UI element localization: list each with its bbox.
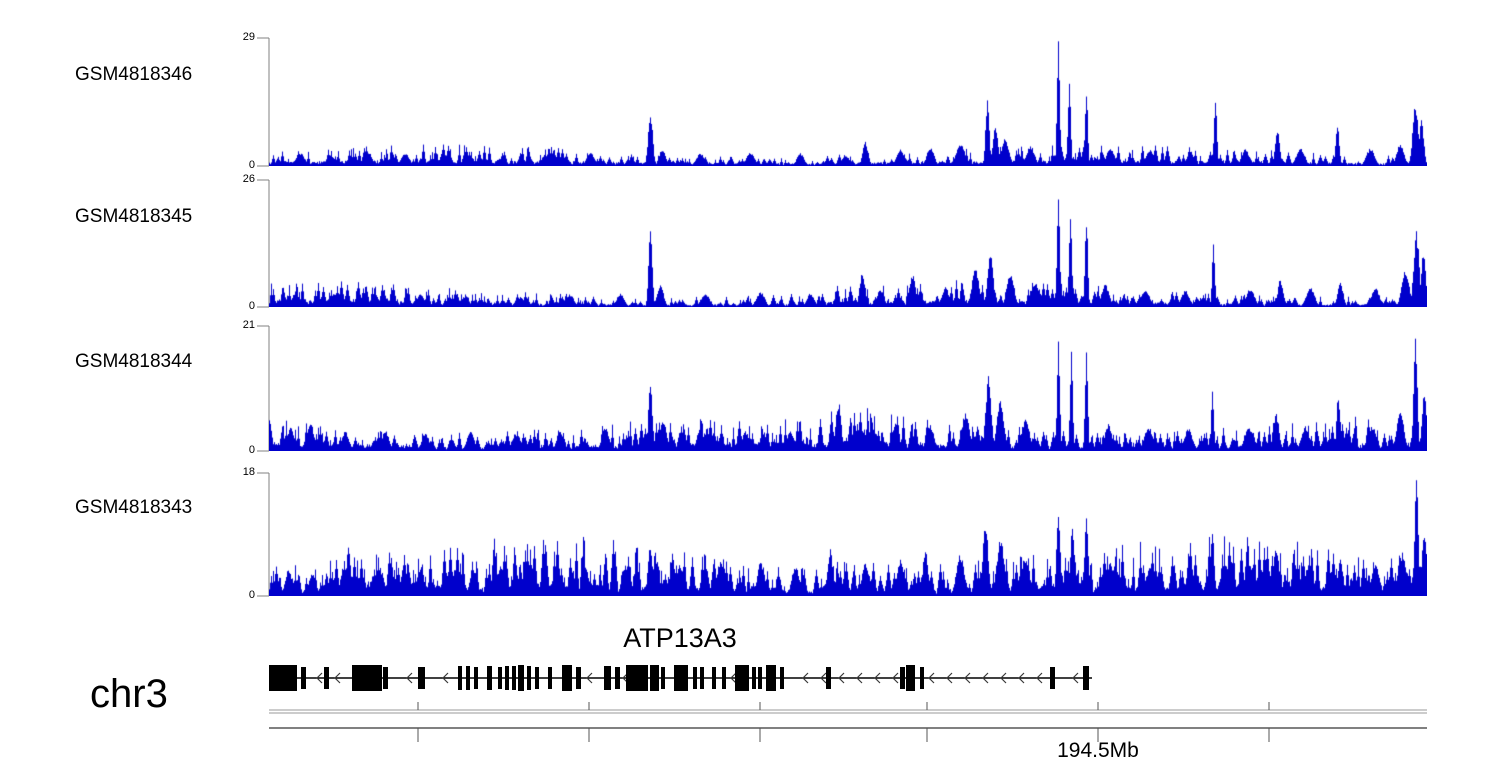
track-label-gsm4818346: GSM4818346 bbox=[75, 64, 193, 85]
gene-exon-block bbox=[498, 667, 502, 689]
gene-exon-block bbox=[505, 666, 509, 690]
coverage-profile bbox=[269, 326, 1427, 451]
gene-exon-block bbox=[1083, 666, 1089, 690]
gene-exon-block bbox=[466, 666, 470, 690]
track-label-gsm4818343: GSM4818343 bbox=[75, 496, 193, 518]
axis-min-label: 0 bbox=[248, 159, 255, 171]
strand-arrow-left-icon bbox=[964, 672, 971, 684]
gene-exon-block bbox=[661, 667, 665, 689]
strand-arrow-left-icon bbox=[928, 672, 935, 684]
gene-exon-block bbox=[758, 667, 762, 689]
gene-exon-block bbox=[352, 665, 382, 691]
strand-arrow-left-icon bbox=[730, 672, 737, 684]
gene-exon-block bbox=[518, 665, 524, 691]
gene-exon-block bbox=[906, 665, 915, 691]
gene-exon-block bbox=[604, 666, 611, 690]
axis-min-label: 0 bbox=[248, 444, 255, 456]
axis-max-label: 26 bbox=[242, 173, 255, 185]
gene-exon-block bbox=[1050, 667, 1055, 689]
strand-arrow-left-icon bbox=[334, 672, 341, 684]
strand-arrow-left-icon bbox=[442, 672, 449, 684]
strand-arrow-left-icon bbox=[802, 672, 809, 684]
gene-exon-block bbox=[269, 665, 297, 691]
strand-arrow-left-icon bbox=[406, 672, 413, 684]
gene-exon-block bbox=[487, 666, 492, 690]
gene-exon-block bbox=[712, 667, 716, 689]
gene-exon-block bbox=[458, 666, 462, 690]
chromosome-label: chr3 bbox=[90, 672, 168, 716]
gene-exon-block bbox=[324, 667, 329, 689]
strand-arrow-left-icon bbox=[1000, 672, 1007, 684]
strand-arrow-left-icon bbox=[586, 672, 593, 684]
strand-arrow-left-icon bbox=[1036, 672, 1043, 684]
gene-exon-block bbox=[735, 665, 749, 691]
strand-arrow-left-icon bbox=[1072, 672, 1079, 684]
strand-arrow-left-icon bbox=[892, 672, 899, 684]
gene-exon-block bbox=[722, 667, 726, 689]
gene-exon-block bbox=[752, 667, 756, 689]
coordinate-ruler[interactable] bbox=[0, 702, 1500, 762]
coverage-profile bbox=[269, 38, 1427, 166]
track-label-gsm4818344: GSM4818344 bbox=[75, 350, 193, 372]
gene-exon-block bbox=[383, 667, 388, 689]
gene-exon-block bbox=[615, 667, 620, 689]
gene-exon-block bbox=[548, 667, 552, 689]
axis-min-label: 0 bbox=[248, 589, 255, 601]
gene-exon-block bbox=[700, 667, 704, 689]
axis-min-label: 0 bbox=[248, 300, 255, 312]
coverage-profile bbox=[269, 180, 1427, 307]
gene-exon-block bbox=[562, 665, 572, 691]
gene-exon-block bbox=[535, 667, 539, 689]
gene-exon-block bbox=[418, 667, 425, 689]
gene-exon-block bbox=[576, 667, 581, 689]
gene-name-label: ATP13A3 bbox=[623, 623, 737, 653]
gene-exon-block bbox=[527, 666, 531, 690]
gene-exon-block bbox=[626, 665, 648, 691]
axis-max-label: 21 bbox=[242, 319, 255, 331]
gene-exon-block bbox=[900, 667, 905, 689]
gene-exon-block bbox=[780, 667, 784, 689]
gene-exon-block bbox=[474, 667, 478, 689]
coverage-profile bbox=[269, 473, 1427, 596]
gene-exon-block bbox=[674, 665, 688, 691]
strand-arrow-left-icon bbox=[316, 672, 323, 684]
strand-arrow-left-icon bbox=[856, 672, 863, 684]
gene-exon-block bbox=[650, 665, 659, 691]
gene-exon-block bbox=[766, 665, 776, 691]
strand-arrow-left-icon bbox=[946, 672, 953, 684]
strand-arrow-left-icon bbox=[838, 672, 845, 684]
axis-max-label: 18 bbox=[242, 466, 255, 478]
axis-max-label: 29 bbox=[242, 31, 255, 43]
strand-arrow-left-icon bbox=[874, 672, 881, 684]
gene-exon-block bbox=[512, 666, 516, 690]
strand-arrow-left-icon bbox=[1018, 672, 1025, 684]
gene-exon-block bbox=[693, 667, 697, 689]
gene-exon-block bbox=[301, 667, 306, 689]
track-label-gsm4818345: GSM4818345 bbox=[75, 205, 193, 227]
gene-exon-block bbox=[920, 667, 924, 689]
gene-model-atp13a3[interactable] bbox=[0, 654, 1500, 702]
gene-exon-block bbox=[826, 667, 831, 689]
strand-arrow-left-icon bbox=[982, 672, 989, 684]
ruler-coordinate-label: 194.5Mb bbox=[1057, 739, 1139, 762]
strand-arrow-left-icon bbox=[820, 672, 827, 684]
